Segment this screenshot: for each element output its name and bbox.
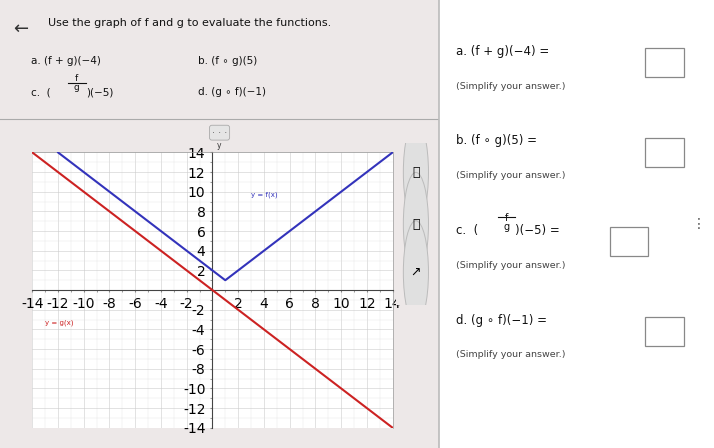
Text: )(−5) =: )(−5) = <box>515 224 563 237</box>
Text: )(−5): )(−5) <box>86 87 114 97</box>
FancyBboxPatch shape <box>645 317 684 346</box>
Text: a. (f + g)(−4): a. (f + g)(−4) <box>31 56 101 66</box>
Text: Use the graph of f and g to evaluate the functions.: Use the graph of f and g to evaluate the… <box>49 18 331 28</box>
Point <box>494 215 503 220</box>
Text: d. (g ∘ f)(−1) =: d. (g ∘ f)(−1) = <box>456 314 550 327</box>
Circle shape <box>403 172 428 276</box>
Text: (Simplify your answer.): (Simplify your answer.) <box>456 261 565 270</box>
Text: c.  (: c. ( <box>31 87 51 97</box>
Text: 🔎: 🔎 <box>412 217 420 231</box>
Text: b. (f ∘ g)(5): b. (f ∘ g)(5) <box>198 56 257 66</box>
Text: · · ·: · · · <box>212 128 227 138</box>
Text: ←: ← <box>13 20 29 38</box>
Text: g: g <box>503 222 510 232</box>
Point <box>511 215 519 220</box>
Text: b. (f ∘ g)(5) =: b. (f ∘ g)(5) = <box>456 134 540 147</box>
FancyBboxPatch shape <box>645 138 684 167</box>
Point <box>81 80 90 86</box>
Text: y = g(x): y = g(x) <box>45 319 74 326</box>
Text: g: g <box>74 83 80 92</box>
Text: ⋮: ⋮ <box>692 217 705 231</box>
Text: f: f <box>505 213 508 223</box>
FancyBboxPatch shape <box>645 48 684 77</box>
Text: (Simplify your answer.): (Simplify your answer.) <box>456 350 565 359</box>
Text: (Simplify your answer.): (Simplify your answer.) <box>456 82 565 90</box>
Text: f: f <box>75 74 79 83</box>
Text: (Simplify your answer.): (Simplify your answer.) <box>456 171 565 180</box>
Text: x: x <box>402 295 406 305</box>
Text: c.  (: c. ( <box>456 224 478 237</box>
Text: d. (g ∘ f)(−1): d. (g ∘ f)(−1) <box>198 87 266 97</box>
FancyBboxPatch shape <box>610 227 648 256</box>
Text: ↗: ↗ <box>411 266 421 279</box>
Circle shape <box>403 221 428 324</box>
Text: y = f(x): y = f(x) <box>251 192 278 198</box>
Point <box>64 80 72 86</box>
Circle shape <box>403 121 428 224</box>
Text: 🔍: 🔍 <box>412 166 420 179</box>
Text: y: y <box>216 142 221 151</box>
Text: a. (f + g)(−4) =: a. (f + g)(−4) = <box>456 45 553 58</box>
